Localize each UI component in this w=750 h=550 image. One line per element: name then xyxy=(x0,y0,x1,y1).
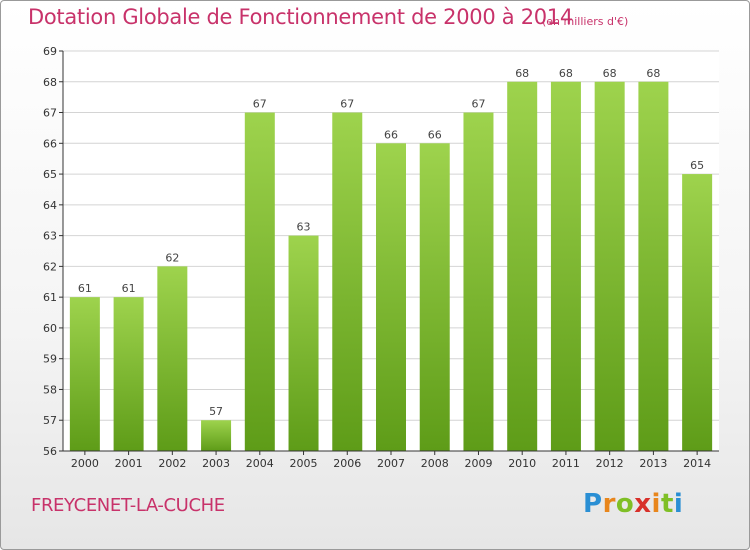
y-tick-label: 58 xyxy=(43,383,57,396)
y-tick-label: 60 xyxy=(43,322,57,335)
y-tick-label: 69 xyxy=(43,45,57,58)
x-tick-label: 2010 xyxy=(508,457,536,470)
x-tick-label: 2008 xyxy=(421,457,449,470)
bar xyxy=(201,420,232,451)
value-label: 67 xyxy=(471,98,485,111)
bar xyxy=(69,297,100,451)
value-label: 63 xyxy=(297,221,311,234)
y-tick-label: 62 xyxy=(43,260,57,273)
commune-name: FREYCENET-LA-CUCHE xyxy=(31,495,225,516)
bar xyxy=(419,143,450,452)
bar xyxy=(682,174,713,452)
value-label: 66 xyxy=(384,128,398,141)
chart-title: Dotation Globale de Fonctionnement de 20… xyxy=(28,5,573,29)
bar xyxy=(244,112,275,452)
bar xyxy=(463,112,494,452)
x-tick-label: 2005 xyxy=(290,457,318,470)
x-tick-label: 2002 xyxy=(158,457,186,470)
x-tick-label: 2001 xyxy=(115,457,143,470)
value-label: 61 xyxy=(122,282,136,295)
brand-logo: Proxiti xyxy=(583,489,684,519)
value-label: 62 xyxy=(165,251,179,264)
y-tick-label: 64 xyxy=(43,199,57,212)
value-label: 68 xyxy=(559,67,573,80)
y-tick-label: 66 xyxy=(43,137,57,150)
x-tick-label: 2009 xyxy=(464,457,492,470)
y-tick-label: 61 xyxy=(43,291,57,304)
x-tick-label: 2006 xyxy=(333,457,361,470)
bar xyxy=(638,81,669,452)
x-tick-label: 2000 xyxy=(71,457,99,470)
value-label: 66 xyxy=(428,128,442,141)
x-tick-label: 2004 xyxy=(246,457,274,470)
value-label: 61 xyxy=(78,282,92,295)
value-label: 68 xyxy=(646,67,660,80)
bar xyxy=(507,81,538,452)
value-label: 68 xyxy=(515,67,529,80)
value-label: 67 xyxy=(340,98,354,111)
y-tick-label: 67 xyxy=(43,107,57,120)
value-label: 67 xyxy=(253,98,267,111)
chart-units: (en milliers d'€) xyxy=(542,15,629,28)
value-label: 57 xyxy=(209,405,223,418)
x-axis-ticks: 2000 2001 2002 2003 2004 2005 2006 2007 2008 2009… xyxy=(71,451,711,470)
x-tick-label: 2007 xyxy=(377,457,405,470)
x-tick-label: 2013 xyxy=(639,457,667,470)
y-tick-label: 56 xyxy=(43,445,57,458)
bar xyxy=(332,112,363,452)
y-tick-label: 59 xyxy=(43,353,57,366)
x-tick-label: 2012 xyxy=(596,457,624,470)
x-tick-label: 2014 xyxy=(683,457,711,470)
bar xyxy=(113,297,144,451)
bar xyxy=(157,266,188,451)
y-tick-label: 57 xyxy=(43,414,57,427)
x-tick-label: 2003 xyxy=(202,457,230,470)
bar xyxy=(288,235,319,451)
bar xyxy=(550,81,581,452)
value-labels: 61 61 62 57 67 63 67 66 66 67 68 68 68 68 65 xyxy=(78,67,704,418)
y-tick-label: 68 xyxy=(43,76,57,89)
value-label: 68 xyxy=(603,67,617,80)
x-tick-label: 2011 xyxy=(552,457,580,470)
bar xyxy=(594,81,625,452)
bars xyxy=(69,81,713,452)
y-tick-label: 63 xyxy=(43,230,57,243)
y-axis-ticks: 56 57 58 59 60 61 62 63 64 65 66 67 68 69 xyxy=(43,45,63,458)
value-label: 65 xyxy=(690,159,704,172)
y-tick-label: 65 xyxy=(43,168,57,181)
bar xyxy=(376,143,406,452)
